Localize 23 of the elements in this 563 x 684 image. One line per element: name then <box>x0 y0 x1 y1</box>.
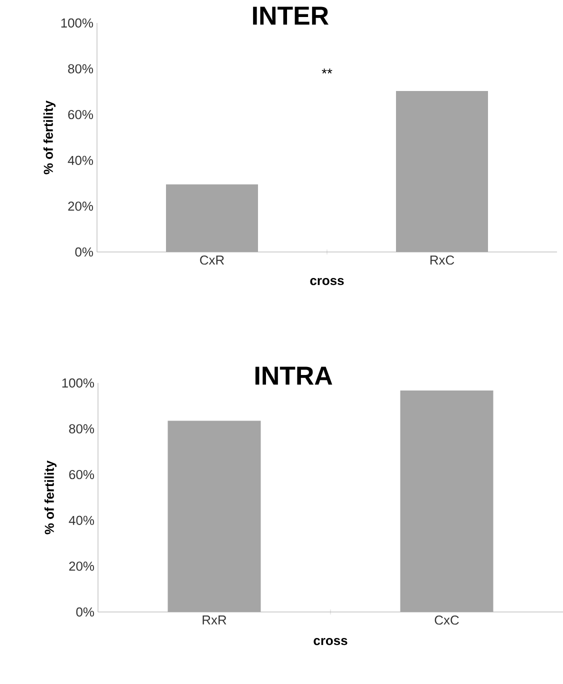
y-tick-label: 20% <box>69 562 94 571</box>
y-tick-label: 60% <box>68 110 94 120</box>
chart-title: INTRA <box>255 366 332 385</box>
y-tick-label: 100% <box>61 18 94 28</box>
x-axis-title: cross <box>314 638 348 646</box>
x-tick-label: CxR <box>200 256 224 265</box>
y-axis-title: % of fertility <box>43 100 56 174</box>
x-axis-title: cross <box>310 278 344 286</box>
y-tick-label: 0% <box>76 607 94 617</box>
y-tick-label: 20% <box>68 202 94 211</box>
x-tick-label: RxR <box>202 616 226 624</box>
y-tick-label: 80% <box>68 64 94 74</box>
y-tick-label: 60% <box>69 470 94 480</box>
chart-title: INTER <box>253 6 329 25</box>
annotation: ** <box>322 68 332 74</box>
y-tick-label: 0% <box>75 247 94 257</box>
x-tick-label: RxC <box>430 256 454 265</box>
y-tick-label: 40% <box>68 516 94 525</box>
y-tick-label: 100% <box>62 378 94 388</box>
y-tick-label: 40% <box>68 156 94 165</box>
x-tick-label: CxC <box>434 616 459 625</box>
y-axis-title: % of fertility <box>44 460 57 534</box>
y-tick-label: 80% <box>69 424 94 434</box>
